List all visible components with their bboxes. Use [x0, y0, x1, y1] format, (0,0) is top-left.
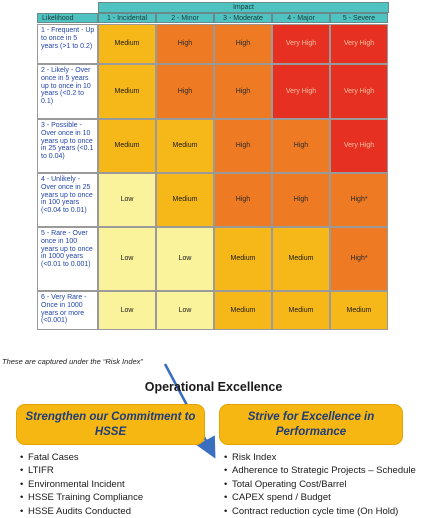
impact-level-4: 4 - Major	[272, 13, 330, 23]
metric-item: Adherence to Strategic Projects – Schedu…	[224, 464, 416, 477]
metric-item: Contract reduction cycle time (On Hold)	[224, 505, 416, 518]
risk-cell: Low	[156, 227, 214, 291]
risk-cell: Low	[98, 291, 156, 330]
risk-cell: Very High	[272, 64, 330, 119]
right-goal-pill: Strive for Excellence in Performance	[219, 404, 403, 445]
right-metric-list: Risk IndexAdherence to Strategic Project…	[224, 451, 416, 518]
risk-cell: High*	[330, 227, 388, 291]
metric-item: HSSE Audits Conducted	[20, 505, 143, 518]
risk-cell: High*	[330, 173, 388, 227]
likelihood-level-4: 4 - Unlikely - Over once in 25 years up …	[37, 173, 98, 227]
metric-item: CAPEX spend / Budget	[224, 491, 416, 504]
risk-cell: Medium	[98, 24, 156, 64]
impact-level-2: 2 - Minor	[156, 13, 214, 23]
metric-item: Total Operating Cost/Barrel	[224, 478, 416, 491]
risk-cell: Very High	[330, 64, 388, 119]
risk-cell: Medium	[156, 173, 214, 227]
risk-cell: High	[214, 64, 272, 119]
impact-level-1: 1 - Incidental	[98, 13, 156, 23]
likelihood-level-2: 2 - Likely - Over once in 5 years up to …	[37, 64, 98, 119]
risk-cell: Medium	[214, 291, 272, 330]
risk-cell: High	[156, 64, 214, 119]
section-title: Operational Excellence	[144, 380, 283, 394]
risk-cell: Medium	[272, 227, 330, 291]
risk-matrix: Impact Likelihood 1 - Incidental 2 - Mino…	[37, 2, 389, 330]
metric-item: Fatal Cases	[20, 451, 143, 464]
risk-cell: High	[156, 24, 214, 64]
risk-cell: Medium	[214, 227, 272, 291]
risk-cell: Low	[98, 173, 156, 227]
risk-cell: Very High	[330, 119, 388, 173]
risk-cell: Medium	[330, 291, 388, 330]
risk-cell: Low	[98, 227, 156, 291]
risk-cell: Low	[156, 291, 214, 330]
metric-item: LTIFR	[20, 464, 143, 477]
risk-index-note: These are captured under the “Risk Index…	[2, 357, 143, 366]
risk-cell: Medium	[98, 64, 156, 119]
left-metric-list: Fatal CasesLTIFREnvironmental IncidentHS…	[20, 451, 143, 518]
likelihood-level-5: 5 - Rare - Over once in 100 years up to …	[37, 227, 98, 291]
risk-cell: High	[214, 24, 272, 64]
metric-item: Environmental Incident	[20, 478, 143, 491]
likelihood-header: Likelihood	[37, 13, 98, 23]
risk-cell: High	[272, 119, 330, 173]
risk-cell: Medium	[272, 291, 330, 330]
impact-level-3: 3 - Moderate	[214, 13, 272, 23]
risk-cell: High	[272, 173, 330, 227]
risk-cell: Medium	[156, 119, 214, 173]
risk-cell: High	[214, 119, 272, 173]
metric-item: HSSE Training Compliance	[20, 491, 143, 504]
left-goal-pill: Strengthen our Commitment to HSSE	[16, 404, 205, 445]
impact-header: Impact	[98, 2, 389, 13]
risk-cell: High	[214, 173, 272, 227]
likelihood-level-1: 1 - Frequent - Up to once in 5 years (>1…	[37, 24, 98, 64]
likelihood-level-3: 3 - Possible - Over once in 10 years up …	[37, 119, 98, 173]
likelihood-level-6: 6 - Very Rare - Once in 1000 years or mo…	[37, 291, 98, 330]
risk-cell: Very High	[272, 24, 330, 64]
risk-cell: Very High	[330, 24, 388, 64]
metric-item: Risk Index	[224, 451, 416, 464]
impact-level-5: 5 - Severe	[330, 13, 388, 23]
risk-cell: Medium	[98, 119, 156, 173]
